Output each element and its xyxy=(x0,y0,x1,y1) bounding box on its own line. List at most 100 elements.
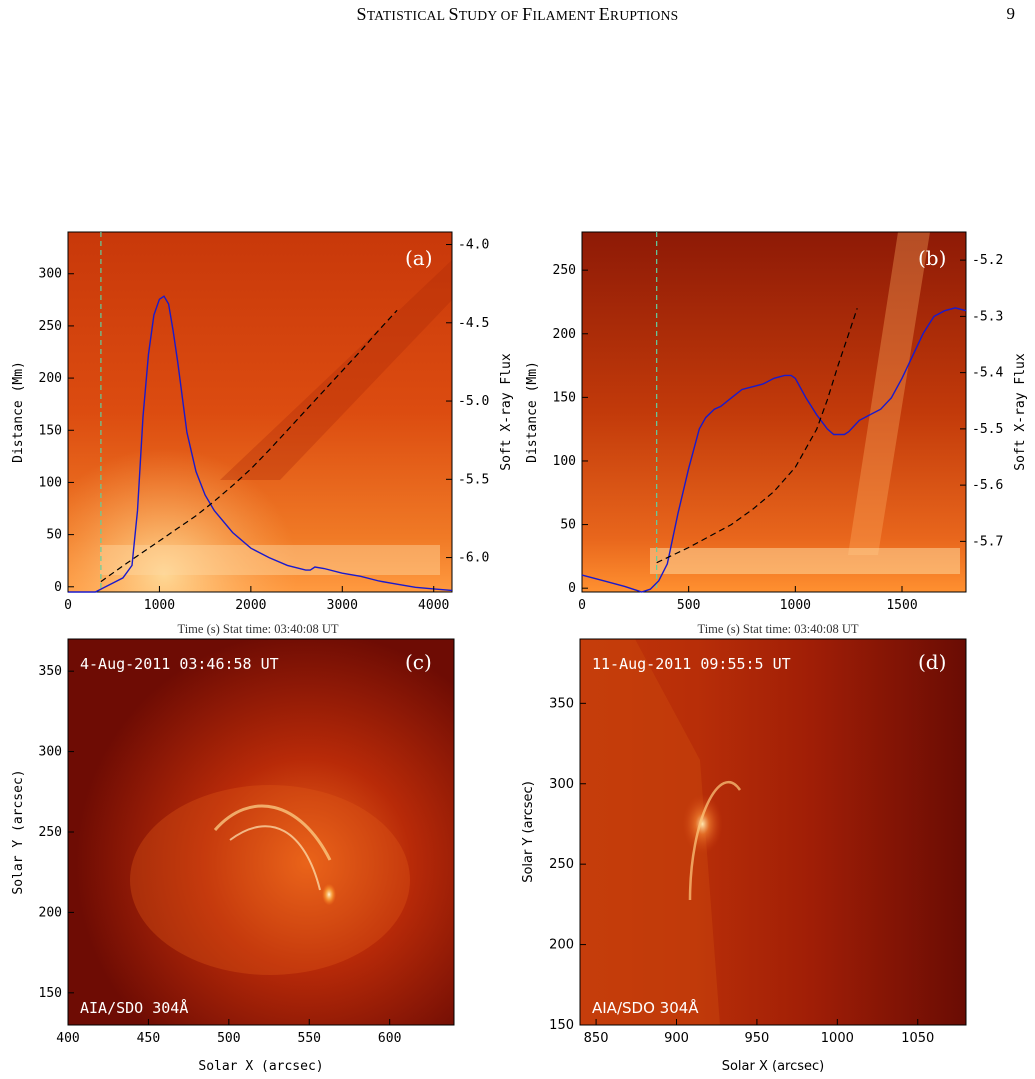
x-tick-label: 2000 xyxy=(235,598,266,613)
y-tick-label: 350 xyxy=(549,696,574,711)
y2-tick-label: -5.2 xyxy=(972,253,1003,268)
panel-d-x-ticks: 850 900 950 1000 1050 xyxy=(584,1019,934,1046)
panel-c-flare-kernel xyxy=(300,851,344,919)
x-tick-label: 500 xyxy=(217,1031,240,1046)
panel-c: 400 450 500 550 600 150 200 250 300 350 4-Aug-20… xyxy=(11,638,455,1074)
panel-d-image xyxy=(580,639,966,1025)
x-tick-label: 1000 xyxy=(821,1031,854,1046)
panel-b-ejecta-streak xyxy=(848,232,930,555)
panel-c-x-ticks: 400 450 500 550 600 xyxy=(56,1019,401,1046)
y-tick-label: 300 xyxy=(39,745,62,760)
x-tick-label: 1000 xyxy=(780,598,811,613)
y2-tick-label: -4.5 xyxy=(458,316,489,331)
panel-c-xlabel: Solar X (arcsec) xyxy=(198,1059,323,1074)
panel-c-timestamp: 4-Aug-2011 03:46:58 UT xyxy=(80,655,279,673)
panel-c-active-region xyxy=(130,785,410,975)
y2-tick-label: -5.0 xyxy=(458,394,489,409)
panel-a-caption: Time (s) Stat time: 03:40:08 UT xyxy=(178,622,339,636)
panel-d-limb xyxy=(580,639,720,1025)
panel-d-label: (d) xyxy=(918,650,946,674)
y-tick-label: 50 xyxy=(46,528,62,543)
x-tick-label: 1000 xyxy=(144,598,175,613)
page-number: 9 xyxy=(1006,4,1016,23)
panel-d-ylabel: Solar Y (arcsec) xyxy=(521,781,536,883)
y-tick-label: 150 xyxy=(39,423,62,438)
panel-a: 0 1000 2000 3000 4000 0 50 100 150 200 250 300 -4.… xyxy=(11,231,514,636)
panel-a-frame xyxy=(67,231,453,593)
y-tick-label: 200 xyxy=(553,327,576,342)
panel-a-label: (a) xyxy=(405,246,433,270)
panel-b: 0 500 1000 1500 0 50 100 150 200 250 -5.2 -5.3 -5.… xyxy=(525,231,1028,636)
panel-d-timestamp: 11-Aug-2011 09:55:5 UT xyxy=(592,655,791,673)
panel-a-footpoint-band xyxy=(100,545,440,575)
panel-a-x-ticks: 0 1000 2000 3000 4000 xyxy=(64,586,449,613)
y-tick-label: 250 xyxy=(553,263,576,278)
x-tick-label: 950 xyxy=(745,1031,770,1046)
panel-d-instrument: AIA/SDO 304Å xyxy=(592,998,699,1017)
panel-c-instrument: AIA/SDO 304Å xyxy=(80,998,188,1017)
panel-c-y-ticks: 150 200 250 300 350 xyxy=(39,664,74,1001)
y-tick-label: 100 xyxy=(553,454,576,469)
y2-tick-label: -5.5 xyxy=(458,472,489,487)
panel-c-image xyxy=(68,639,454,1025)
y-tick-label: 150 xyxy=(553,390,576,405)
panel-a-ylabel: Distance (Mm) xyxy=(11,361,26,463)
panel-d-y-ticks: 150 200 250 300 350 xyxy=(549,696,586,1033)
y-tick-label: 200 xyxy=(39,371,62,386)
panel-b-flux-curve xyxy=(581,307,967,593)
y2-tick-label: -5.6 xyxy=(972,478,1003,493)
panel-b-y2-ticks: -5.2 -5.3 -5.4 -5.5 -5.6 -5.7 xyxy=(960,253,1003,549)
y-tick-label: 250 xyxy=(549,857,574,872)
panel-b-footpoint-band xyxy=(650,548,960,574)
panel-a-y-ticks: 0 50 100 150 200 250 300 xyxy=(39,267,74,595)
x-tick-label: 900 xyxy=(664,1031,689,1046)
x-tick-label: 1500 xyxy=(886,598,917,613)
panel-a-flux-curve xyxy=(68,295,453,593)
panel-d-xlabel: Solar X (arcsec) xyxy=(722,1059,825,1074)
panel-a-ejecta-streak xyxy=(220,260,452,480)
y-tick-label: 0 xyxy=(54,580,62,595)
x-tick-label: 450 xyxy=(137,1031,160,1046)
y-tick-label: 0 xyxy=(568,581,576,596)
x-tick-label: 500 xyxy=(677,598,700,613)
panel-b-caption: Time (s) Stat time: 03:40:08 UT xyxy=(698,622,859,636)
y-tick-label: 150 xyxy=(39,986,62,1001)
panel-a-trajectory-fit xyxy=(100,309,398,583)
y-tick-label: 250 xyxy=(39,825,62,840)
x-tick-label: 0 xyxy=(64,598,72,613)
y-tick-label: 300 xyxy=(39,267,62,282)
y-tick-label: 150 xyxy=(549,1018,574,1033)
x-tick-label: 600 xyxy=(378,1031,401,1046)
panel-b-y-ticks: 0 50 100 150 200 250 xyxy=(553,263,588,596)
y-tick-label: 100 xyxy=(39,475,62,490)
y2-tick-label: -5.4 xyxy=(972,366,1003,381)
y-tick-label: 350 xyxy=(39,664,62,679)
x-tick-label: 0 xyxy=(578,598,586,613)
panel-b-frame xyxy=(581,231,967,593)
y-tick-label: 50 xyxy=(560,518,576,533)
y-tick-label: 250 xyxy=(39,319,62,334)
x-tick-label: 4000 xyxy=(418,598,449,613)
x-tick-label: 850 xyxy=(584,1031,609,1046)
panel-b-ylabel: Distance (Mm) xyxy=(525,361,540,463)
y-tick-label: 200 xyxy=(549,938,574,953)
y2-tick-label: -5.3 xyxy=(972,309,1003,324)
panel-d-loop xyxy=(688,781,742,901)
panel-a-y2-ticks: -4.0 -4.5 -5.0 -5.5 -6.0 xyxy=(446,238,489,566)
panel-a-brightening xyxy=(68,232,452,592)
x-tick-label: 3000 xyxy=(327,598,358,613)
y2-tick-label: -6.0 xyxy=(458,551,489,566)
panel-d: 850 900 950 1000 1050 150 200 250 300 350 11-Aug… xyxy=(521,638,967,1074)
y2-tick-label: -4.0 xyxy=(458,238,489,253)
panel-b-x-ticks: 0 500 1000 1500 xyxy=(578,586,918,613)
x-tick-label: 1050 xyxy=(901,1031,934,1046)
x-tick-label: 400 xyxy=(56,1031,79,1046)
y2-tick-label: -5.7 xyxy=(972,534,1003,549)
panel-b-label: (b) xyxy=(918,246,946,270)
running-title: STATISTICAL STUDY OF FILAMENT ERUPTIONS xyxy=(356,4,679,24)
panel-c-label: (c) xyxy=(405,650,432,674)
panel-d-frame xyxy=(579,638,967,1026)
x-tick-label: 550 xyxy=(298,1031,321,1046)
panel-b-trajectory-fit xyxy=(656,308,858,564)
